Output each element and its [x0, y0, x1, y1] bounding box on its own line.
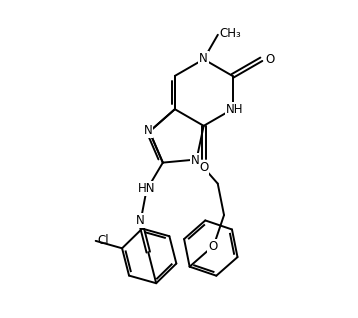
Text: NH: NH	[226, 103, 243, 116]
Text: HN: HN	[138, 182, 155, 195]
Text: O: O	[199, 161, 208, 174]
Text: O: O	[265, 53, 275, 66]
Text: O: O	[208, 240, 218, 253]
Text: CH₃: CH₃	[220, 27, 242, 40]
Text: N: N	[136, 214, 145, 227]
Text: N: N	[144, 124, 152, 137]
Text: Cl: Cl	[98, 234, 109, 246]
Text: N: N	[199, 52, 208, 65]
Text: N: N	[190, 154, 199, 167]
